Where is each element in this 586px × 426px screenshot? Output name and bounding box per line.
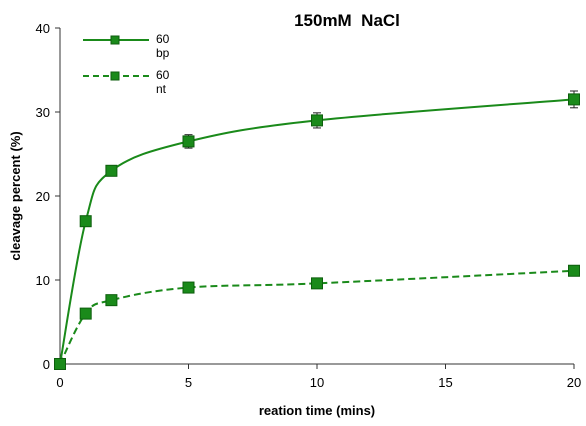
data-point	[182, 281, 195, 294]
x-tick-label: 10	[310, 375, 324, 390]
legend-label-line: 60	[156, 32, 170, 46]
legend-label-line: nt	[156, 82, 167, 96]
data-point	[311, 114, 323, 127]
series-1	[54, 264, 580, 370]
legend-label: 60 bp	[156, 32, 170, 60]
y-tick-label: 0	[43, 357, 50, 372]
y-axis-label: cleavage percent (%)	[8, 131, 23, 260]
data-point	[105, 164, 118, 177]
x-axis-label: reation time (mins)	[259, 403, 375, 418]
series-layer	[54, 90, 580, 370]
series-0	[54, 90, 580, 370]
y-tick-label: 30	[36, 105, 50, 120]
x-tick-label: 20	[567, 375, 581, 390]
legend-swatch-marker	[110, 71, 120, 81]
legend-label: 60 nt	[156, 68, 170, 96]
y-tick-label: 20	[36, 189, 50, 204]
data-point	[54, 358, 66, 370]
data-point	[311, 277, 323, 290]
data-point	[79, 307, 92, 320]
legend-label-line: 60	[156, 68, 170, 82]
data-point	[182, 135, 195, 148]
chart-title: 150mM NaCl	[294, 11, 400, 30]
data-point	[568, 93, 580, 106]
x-tick-label: 5	[185, 375, 192, 390]
x-tick-label: 0	[56, 375, 63, 390]
y-tick-label: 40	[36, 21, 50, 36]
legend-label-line: bp	[156, 46, 170, 60]
y-tick-label: 10	[36, 273, 50, 288]
data-point	[568, 264, 580, 277]
data-point	[105, 294, 118, 307]
x-tick-label: 15	[438, 375, 452, 390]
data-point	[79, 215, 92, 228]
legend-swatch-marker	[110, 35, 120, 45]
axes: 0 10 20 30 40 0 5 10 15 20	[36, 21, 582, 390]
series-line	[59, 98, 575, 365]
